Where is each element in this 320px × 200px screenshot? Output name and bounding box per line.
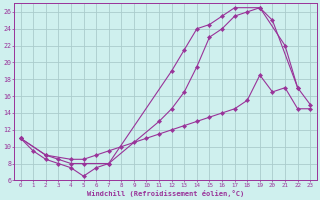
X-axis label: Windchill (Refroidissement éolien,°C): Windchill (Refroidissement éolien,°C) <box>87 190 244 197</box>
